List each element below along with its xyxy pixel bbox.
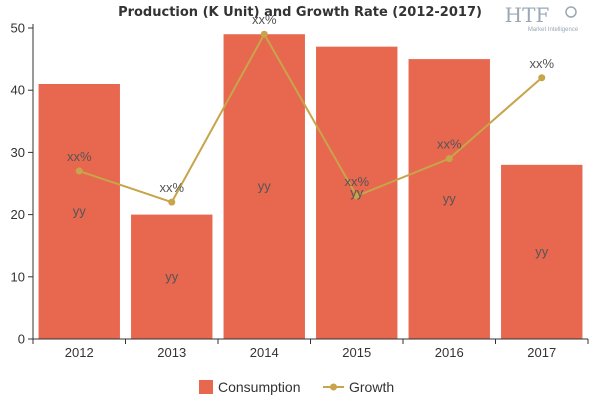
htf-logo: HTF Market Intelligence [505, 3, 579, 33]
legend-consumption-swatch [199, 380, 213, 394]
bar-2013 [131, 214, 213, 339]
x-tick-label: 2015 [342, 345, 371, 360]
bar-data-label: yy [165, 269, 179, 284]
growth-data-label: xx% [529, 56, 554, 71]
x-tick-label: 2012 [65, 345, 94, 360]
y-tick-label: 10 [11, 269, 25, 284]
growth-point-2016 [445, 155, 453, 163]
growth-data-label: xx% [252, 12, 277, 27]
legend-growth-marker [330, 383, 337, 391]
legend-consumption-label: Consumption [218, 379, 301, 395]
x-tick-label: 2017 [527, 345, 556, 360]
legend: Consumption Growth [199, 379, 394, 395]
y-tick-label: 50 [11, 21, 25, 36]
y-tick-label: 20 [11, 207, 25, 222]
bar-data-label: yy [73, 203, 87, 218]
x-tick-label: 2016 [435, 345, 464, 360]
bar-data-label: yy [535, 244, 549, 259]
legend-growth-label: Growth [349, 379, 394, 395]
x-tick-label: 2014 [250, 345, 279, 360]
bar-2016 [408, 59, 490, 339]
bar-2012 [38, 83, 120, 339]
growth-data-label: xx% [437, 137, 462, 152]
y-tick-label: 40 [11, 83, 25, 98]
bar-data-label: yy [350, 185, 364, 200]
growth-series [75, 30, 546, 206]
bar-series [38, 34, 583, 339]
growth-point-2013 [168, 198, 176, 206]
growth-point-2014 [260, 30, 268, 38]
axes: 0 10 20 30 40 50 2012 2013 2014 2015 2016 2017 [11, 21, 589, 360]
x-tick-label: 2013 [157, 345, 186, 360]
growth-data-label: xx% [344, 174, 369, 189]
growth-data-label: xx% [67, 149, 92, 164]
chart-title: Production (K Unit) and Growth Rate (201… [118, 5, 482, 20]
logo-lens-icon [565, 6, 577, 18]
bar-data-label: yy [443, 191, 457, 206]
growth-point-2015 [353, 192, 361, 200]
growth-point-2012 [75, 167, 83, 175]
growth-line [78, 32, 543, 204]
growth-point-2017 [538, 74, 546, 82]
y-tick-label: 0 [18, 332, 25, 347]
growth-data-label: xx% [159, 180, 184, 195]
logo-text: HTF [505, 3, 550, 27]
logo-subtitle: Market Intelligence [528, 27, 579, 33]
bar-data-label: yy [258, 179, 272, 194]
y-tick-label: 30 [11, 145, 25, 160]
bar-2017 [501, 164, 583, 339]
